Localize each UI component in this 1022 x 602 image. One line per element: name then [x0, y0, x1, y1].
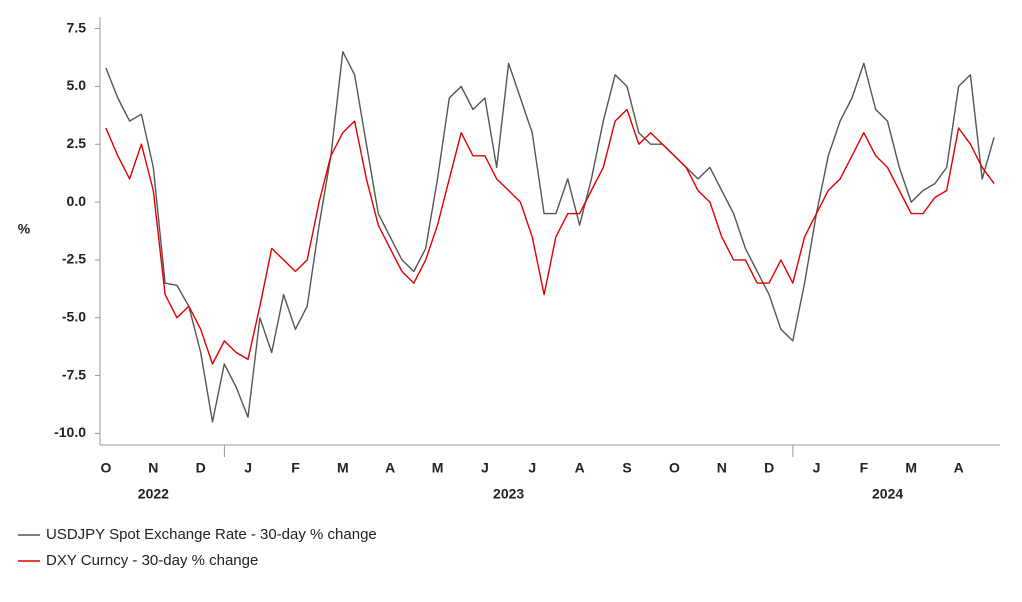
x-tick-label: O [669, 460, 680, 476]
x-tick-label: M [905, 460, 917, 476]
y-tick-label: 5.0 [67, 77, 87, 93]
x-tick-label: D [196, 460, 206, 476]
year-label: 2023 [493, 486, 524, 502]
x-tick-label: N [148, 460, 158, 476]
x-tick-label: A [954, 460, 964, 476]
y-tick-label: -2.5 [62, 251, 86, 267]
year-label: 2024 [872, 486, 903, 502]
year-label: 2022 [138, 486, 169, 502]
y-tick-label: 7.5 [67, 19, 87, 35]
x-tick-label: M [432, 460, 444, 476]
series-line [105, 108, 995, 365]
x-tick-label: A [575, 460, 585, 476]
x-tick-label: O [101, 460, 112, 476]
x-tick-label: J [813, 460, 821, 476]
x-tick-label: N [717, 460, 727, 476]
series-line [105, 51, 995, 423]
y-tick-label: -5.0 [62, 308, 86, 324]
x-tick-label: J [528, 460, 536, 476]
y-tick-label: -7.5 [62, 366, 86, 382]
x-tick-label: S [622, 460, 631, 476]
x-tick-label: M [337, 460, 349, 476]
y-tick-label: -10.0 [54, 424, 86, 440]
y-axis-label: % [18, 221, 31, 237]
y-tick-label: 2.5 [67, 135, 87, 151]
legend-label: USDJPY Spot Exchange Rate - 30-day % cha… [46, 526, 377, 543]
x-tick-label: J [481, 460, 489, 476]
legend-label: DXY Curncy - 30-day % change [46, 552, 258, 569]
x-tick-label: J [244, 460, 252, 476]
x-tick-label: D [764, 460, 774, 476]
x-tick-label: F [860, 460, 869, 476]
y-tick-label: 0.0 [67, 193, 87, 209]
x-tick-label: A [385, 460, 395, 476]
x-tick-label: F [291, 460, 300, 476]
